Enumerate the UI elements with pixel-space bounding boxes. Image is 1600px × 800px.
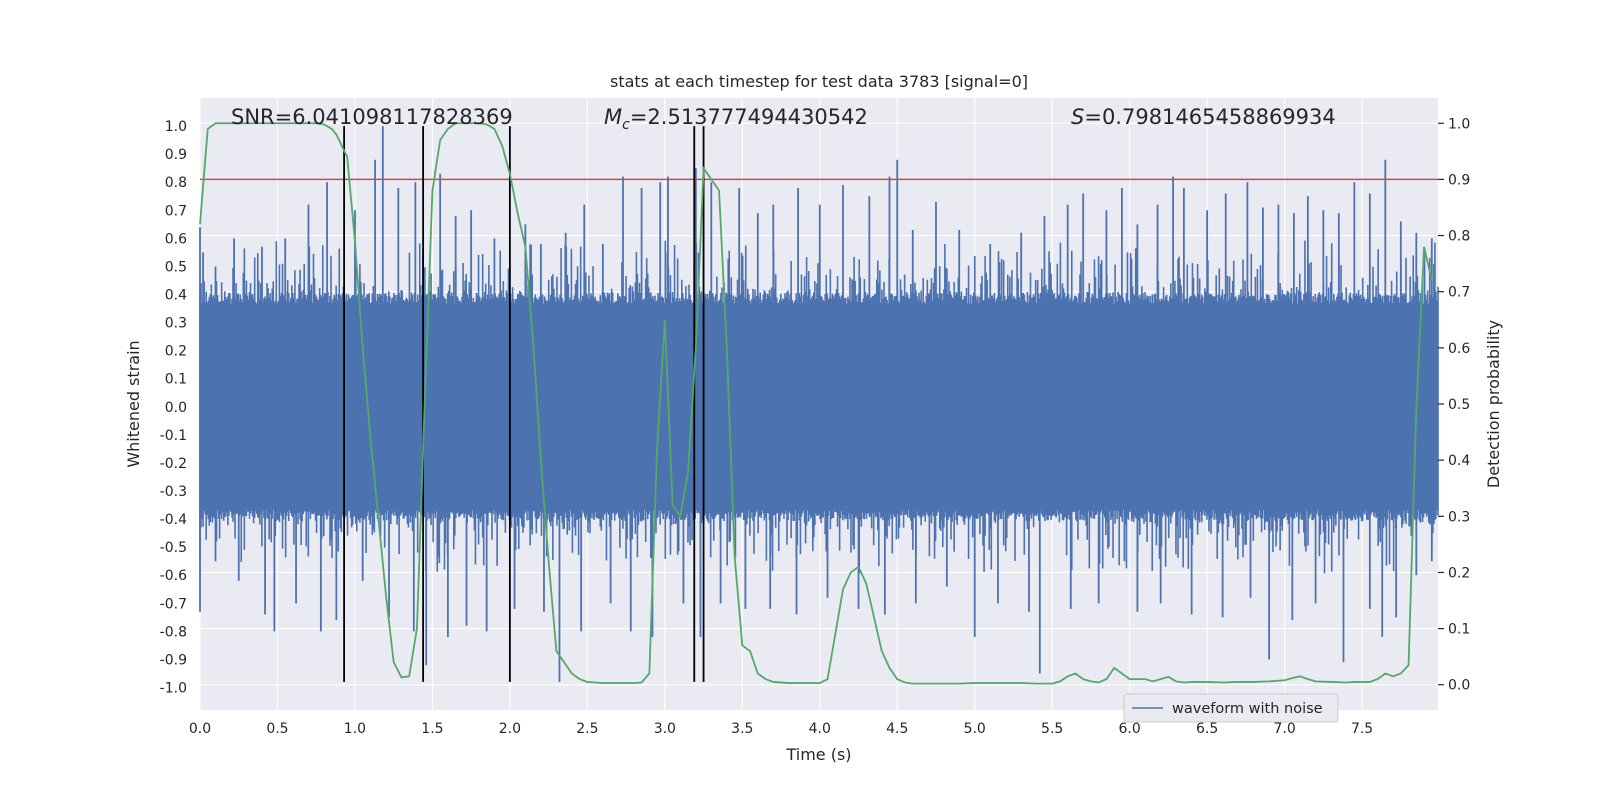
- detection-probability-line: [199, 122, 1433, 685]
- x-tick-label-10: 5.0: [964, 721, 986, 737]
- right-tick-label-9: 0.9: [1448, 172, 1470, 188]
- marker-lines: [343, 126, 705, 682]
- left-tick-label-17: 0.7: [165, 203, 187, 219]
- x-tick-label-2: 1.0: [344, 721, 366, 737]
- right-tick-label-4: 0.4: [1448, 453, 1470, 469]
- x-axis-label: Time (s): [785, 745, 851, 764]
- chirp-mass-annotation: Mc=2.513777494430542: [604, 105, 868, 133]
- legend-label: waveform with noise: [1172, 701, 1323, 717]
- plot-area: [199, 122, 1439, 685]
- s-annotation: S=0.7981465458869934: [1071, 105, 1336, 129]
- x-axis-ticks: 0.0 0.5 1.0 1.5 2.0 2.5 3.0 3.5 4.0 4.5 5.0 5.5 6.0 6…: [189, 721, 1373, 737]
- left-tick-label-8: -0.2: [160, 456, 187, 472]
- x-tick-label-13: 6.5: [1196, 721, 1218, 737]
- x-tick-label-15: 7.5: [1351, 721, 1373, 737]
- x-tick-label-12: 6.0: [1119, 721, 1141, 737]
- y-axis-label-left: Whitened strain: [124, 340, 143, 467]
- right-tick-label-7: 0.7: [1448, 285, 1470, 301]
- left-tick-label-4: -0.6: [160, 568, 187, 584]
- x-tick-label-1: 0.5: [266, 721, 288, 737]
- left-tick-label-7: -0.3: [160, 484, 187, 500]
- y-axis-label-right: Detection probability: [1484, 320, 1503, 488]
- x-tick-label-3: 1.5: [421, 721, 443, 737]
- left-tick-label-18: 0.8: [165, 175, 187, 191]
- right-tick-label-3: 0.3: [1448, 509, 1470, 525]
- legend: waveform with noise: [1123, 693, 1339, 723]
- right-tick-label-6: 0.6: [1448, 341, 1470, 357]
- s-value: =0.7981465458869934: [1084, 105, 1335, 129]
- right-tick-label-0: 0.0: [1448, 678, 1470, 694]
- left-tick-label-16: 0.6: [165, 231, 187, 247]
- left-tick-label-12: 0.2: [165, 344, 187, 360]
- left-tick-label-5: -0.5: [160, 540, 187, 556]
- left-tick-label-20: 1.0: [165, 119, 187, 135]
- right-tick-label-10: 1.0: [1448, 116, 1470, 132]
- chart-title: stats at each timestep for test data 378…: [610, 72, 1028, 91]
- x-tick-label-0: 0.0: [189, 721, 211, 737]
- left-tick-label-19: 0.9: [165, 147, 187, 163]
- x-tick-label-6: 3.0: [654, 721, 676, 737]
- waveform-series: [199, 126, 1439, 682]
- chirp-mass-value: =2.513777494430542: [630, 105, 868, 129]
- left-tick-label-15: 0.5: [165, 259, 187, 275]
- left-tick-label-13: 0.3: [165, 316, 187, 332]
- x-tick-label-11: 5.5: [1041, 721, 1063, 737]
- x-tick-label-7: 3.5: [731, 721, 753, 737]
- x-tick-label-9: 4.5: [886, 721, 908, 737]
- x-tick-label-4: 2.0: [499, 721, 521, 737]
- left-tick-label-0: -1.0: [160, 681, 187, 697]
- left-tick-label-6: -0.4: [160, 512, 187, 528]
- right-tick-label-1: 0.1: [1448, 622, 1470, 638]
- x-tick-label-5: 2.5: [576, 721, 598, 737]
- x-tick-label-14: 7.0: [1273, 721, 1295, 737]
- right-tick-label-5: 0.5: [1448, 397, 1470, 413]
- right-axis-ticks: 0.0 0.1 0.2 0.3 0.4 0.5 0.6 0.7 0.8 0.9 1.0: [1438, 116, 1470, 694]
- left-tick-label-2: -0.8: [160, 624, 187, 640]
- chirp-mass-subscript: c: [622, 117, 630, 133]
- left-tick-label-10: 0.0: [165, 400, 187, 416]
- right-tick-label-8: 0.8: [1448, 229, 1470, 245]
- snr-annotation: SNR=6.041098117828369: [231, 105, 513, 129]
- s-symbol: S: [1071, 105, 1084, 129]
- left-tick-label-1: -0.9: [160, 652, 187, 668]
- chirp-mass-symbol: M: [604, 105, 622, 129]
- right-tick-label-2: 0.2: [1448, 565, 1470, 581]
- left-tick-label-14: 0.4: [165, 288, 187, 304]
- x-tick-label-8: 4.0: [809, 721, 831, 737]
- left-axis-ticks: -1.0 -0.9 -0.8 -0.7 -0.6 -0.5 -0.4 -0.3 -0.2 -0.1…: [160, 119, 187, 696]
- legend-box: [1123, 693, 1339, 723]
- left-tick-label-11: 0.1: [165, 372, 187, 388]
- left-tick-label-3: -0.7: [160, 596, 187, 612]
- left-tick-label-9: -0.1: [160, 428, 187, 444]
